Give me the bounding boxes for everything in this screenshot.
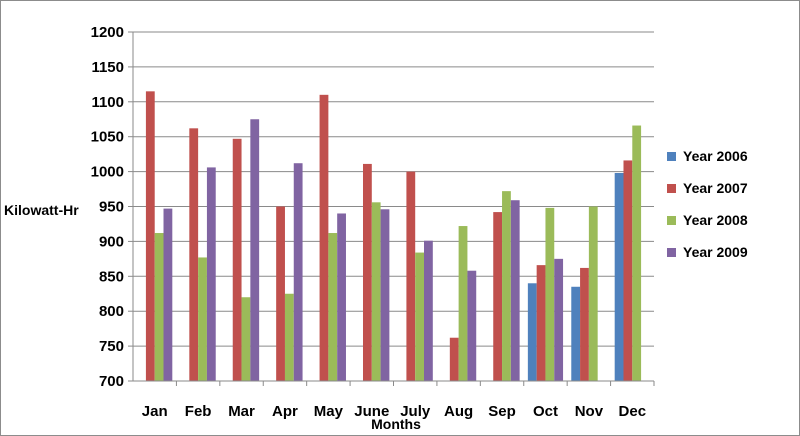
bar-year-2008-nov bbox=[588, 206, 598, 381]
y-axis-title: Kilowatt-Hr bbox=[4, 202, 79, 218]
y-tick-label: 750 bbox=[99, 338, 124, 355]
bar-year-2009-sep bbox=[510, 200, 520, 381]
legend-swatch bbox=[667, 216, 676, 225]
bar-year-2008-oct bbox=[545, 207, 555, 381]
bar-year-2008-feb bbox=[198, 257, 207, 381]
x-tick-label: Jan bbox=[142, 403, 168, 420]
gridlines bbox=[133, 31, 654, 347]
bar-year-2009-aug bbox=[467, 270, 477, 381]
bar-year-2008-aug bbox=[458, 226, 468, 381]
bar-year-2009-oct bbox=[554, 258, 564, 381]
y-tick-label: 950 bbox=[99, 199, 124, 216]
y-tick-label: 700 bbox=[99, 373, 124, 390]
y-tick-label: 900 bbox=[99, 233, 124, 250]
x-tick-label: Feb bbox=[185, 403, 212, 420]
y-tick-label: 1150 bbox=[91, 59, 124, 76]
x-tick-label: Mar bbox=[228, 403, 255, 420]
legend: Year 2006 Year 2007 Year 2008 Year 2009 bbox=[667, 148, 748, 260]
bar-year-2008-july bbox=[415, 252, 425, 381]
bar-year-2007-sep bbox=[493, 212, 503, 381]
bar-year-2007-june bbox=[362, 163, 372, 381]
bar-year-2007-oct bbox=[536, 265, 546, 381]
bar-year-2008-mar bbox=[241, 297, 251, 381]
y-tick-labels: 700 750 800 850 900 950 1000 1050 1100 1150 1200 bbox=[91, 24, 124, 390]
bar-year-2007-nov bbox=[580, 267, 589, 381]
x-tick-label: Apr bbox=[272, 403, 298, 420]
x-tick-label: July bbox=[400, 403, 431, 420]
y-tick-label: 800 bbox=[99, 303, 124, 320]
y-tick-label: 1050 bbox=[91, 129, 124, 146]
bar-year-2009-feb bbox=[206, 167, 216, 381]
bar-year-2007-dec bbox=[623, 160, 633, 381]
y-tick-label: 1100 bbox=[91, 94, 124, 111]
bar-year-2007-may bbox=[319, 94, 329, 381]
x-tick-label: Dec bbox=[619, 403, 647, 420]
x-tick-label: Nov bbox=[575, 403, 604, 420]
bar-year-2009-jan bbox=[163, 208, 173, 381]
bar-year-2007-apr bbox=[276, 206, 285, 381]
legend-label: Year 2006 bbox=[683, 148, 748, 164]
bar-year-2008-apr bbox=[284, 293, 294, 381]
bar-year-2007-jan bbox=[145, 91, 155, 381]
x-tick-label: May bbox=[314, 403, 344, 420]
legend-swatch bbox=[667, 184, 676, 193]
legend-swatch bbox=[667, 152, 676, 161]
x-tick-label: June bbox=[354, 403, 389, 420]
bar-year-2006-oct bbox=[527, 283, 537, 381]
bar-year-2007-feb bbox=[189, 128, 199, 381]
y-tick-label: 850 bbox=[99, 268, 124, 285]
legend-label: Year 2008 bbox=[683, 212, 748, 228]
legend-swatch bbox=[667, 248, 676, 257]
legend-label: Year 2007 bbox=[683, 180, 748, 196]
bar-year-2006-dec bbox=[614, 172, 624, 381]
bar-year-2009-june bbox=[380, 209, 390, 381]
bar-year-2008-jan bbox=[154, 233, 164, 381]
y-tick-label: 1000 bbox=[91, 164, 124, 181]
bar-year-2007-aug bbox=[449, 337, 459, 381]
bars bbox=[145, 91, 642, 381]
axes bbox=[128, 31, 655, 386]
legend-label: Year 2009 bbox=[683, 244, 748, 260]
bar-year-2009-may bbox=[337, 213, 346, 381]
x-tick-label: Sep bbox=[488, 403, 516, 420]
x-tick-labels: Jan Feb Mar Apr May June July Aug Sep Oct Nov Dec bbox=[142, 403, 646, 420]
x-tick-label: Oct bbox=[533, 403, 558, 420]
bar-year-2009-apr bbox=[293, 163, 303, 381]
x-tick-label: Aug bbox=[444, 403, 473, 420]
bar-year-2008-dec bbox=[632, 125, 642, 381]
bar-year-2006-nov bbox=[571, 286, 581, 381]
bar-year-2007-july bbox=[406, 171, 416, 381]
x-axis-title: Months bbox=[371, 416, 421, 432]
bar-year-2008-june bbox=[371, 202, 381, 381]
bar-year-2009-july bbox=[424, 240, 433, 381]
bar-year-2008-sep bbox=[502, 191, 511, 381]
bar-year-2009-mar bbox=[250, 119, 260, 381]
bar-year-2007-mar bbox=[232, 138, 242, 381]
y-tick-label: 1200 bbox=[91, 24, 124, 41]
bar-year-2008-may bbox=[328, 233, 338, 381]
